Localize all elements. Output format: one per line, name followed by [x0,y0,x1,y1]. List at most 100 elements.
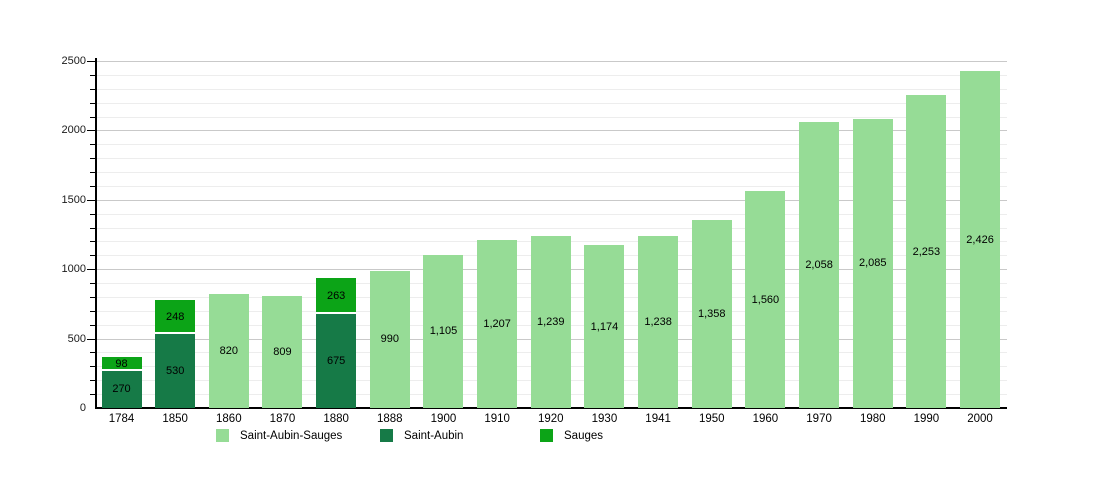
y-axis-label: 500 [67,332,86,345]
y-axis-major-tick [87,199,95,201]
y-axis-label: 1500 [61,193,86,206]
bar-segment-sauges [101,356,142,369]
x-axis-label: 1860 [216,413,242,425]
bar-value-label: 270 [112,383,131,396]
y-axis-minor-tick [90,116,95,118]
y-axis-minor-tick [90,366,95,368]
y-axis-minor-tick [90,310,95,312]
bar-segment-saint-aubin-sauges [852,118,893,408]
minor-gridline [95,116,1007,118]
major-gridline [95,199,1007,201]
x-axis-label: 2000 [967,413,993,425]
x-axis-label: 1941 [645,413,671,425]
x-axis-label: 1930 [591,413,618,425]
y-axis-label: 2500 [61,55,86,67]
bar-value-label: 1,358 [697,307,726,320]
y-axis-major-tick [87,61,95,62]
bar-segment-saint-aubin-sauges [638,236,679,408]
y-axis-line [95,58,97,409]
x-axis-label: 1990 [913,413,940,425]
y-axis-minor-tick [90,394,95,396]
x-axis-label: 1850 [162,413,188,425]
bar-segment-saint-aubin-sauges [960,71,1001,408]
minor-gridline [95,88,1007,90]
bar-segment-saint-aubin-sauges [906,95,947,408]
y-axis-minor-tick [90,158,95,160]
y-axis-minor-tick [90,324,95,326]
y-axis-label: 1000 [61,263,86,276]
x-axis-label: 1920 [537,413,564,425]
y-axis-major-tick [87,338,95,340]
bar-segment-saint-aubin-sauges [745,191,786,408]
bar-value-label: 809 [273,345,292,358]
y-axis-label: 2000 [61,124,86,137]
bar-value-label: 263 [326,290,346,303]
legend-swatch-icon [216,429,229,442]
bar-value-label: 820 [219,345,238,358]
bar-segment-sauges [155,300,196,333]
y-axis-minor-tick [90,102,95,104]
legend-item-sauges: Sauges [540,429,603,442]
bar-segment-saint-aubin-sauges [799,122,840,408]
x-axis-label: 1950 [698,413,725,425]
legend-swatch-icon [540,429,553,442]
x-axis-label: 1880 [323,413,349,425]
minor-gridline [95,185,1007,187]
y-axis-major-tick [87,130,95,132]
bar-segment-saint-aubin-sauges [477,240,518,408]
bar-value-label: 990 [380,333,399,346]
y-axis-minor-tick [90,213,95,215]
minor-gridline [95,172,1007,174]
bar-segment-saint-aubin [155,334,196,408]
y-axis-minor-tick [90,255,95,257]
bar-segment-saint-aubin-sauges [530,236,571,408]
bar-segment-saint-aubin-sauges [208,294,249,408]
minor-gridline [95,227,1007,229]
x-axis-label: 1900 [430,413,457,425]
bar-value-label: 2,426 [966,233,994,246]
bar-value-label: 2,058 [805,259,833,272]
bar-segment-saint-aubin [101,370,142,408]
x-axis-label: 1870 [269,413,296,425]
bar-value-label: 248 [165,311,185,324]
legend-label: Sauges [564,429,604,442]
bar-segment-saint-aubin-sauges [369,270,410,408]
minor-gridline [95,102,1007,104]
y-axis-minor-tick [90,352,95,354]
y-axis-minor-tick [90,144,95,146]
bar-value-label: 98 [115,357,128,370]
bar-value-label: 675 [326,355,346,368]
bar-value-label: 530 [165,365,185,378]
y-axis-major-tick [87,269,95,271]
legend-label: Saint-Aubin [404,429,464,442]
bar-segment-saint-aubin-sauges [584,245,625,408]
major-gridline [95,61,1007,62]
y-axis-minor-tick [90,296,95,298]
y-axis-minor-tick [90,241,95,243]
x-axis-label: 1970 [806,413,832,425]
legend-swatch-icon [380,429,393,442]
y-axis-minor-tick [90,380,95,382]
minor-gridline [95,74,1007,76]
x-axis-line [95,407,1007,409]
bar-value-label: 1,207 [483,318,511,331]
bar-value-label: 1,238 [644,316,672,329]
x-axis-label: 1784 [108,413,135,425]
x-axis-label: 1910 [484,413,510,425]
major-gridline [95,130,1007,132]
bar-segment-saint-aubin [316,314,357,408]
bar-segment-saint-aubin-sauges [262,295,303,408]
x-axis-label: 1888 [377,413,403,425]
bar-value-label: 1,239 [537,316,565,328]
bar-value-label: 2,253 [912,245,941,258]
legend-item-saint-aubin-sauges: Saint-Aubin-Sauges [216,429,342,442]
y-axis-minor-tick [90,227,95,229]
legend-label: Saint-Aubin-Sauges [240,429,343,442]
y-axis-minor-tick [90,74,95,76]
y-axis-minor-tick [90,172,95,174]
y-axis-minor-tick [90,283,95,285]
bar-value-label: 2,085 [858,257,887,270]
y-axis-minor-tick [90,185,95,187]
y-axis-label: 0 [79,402,86,414]
